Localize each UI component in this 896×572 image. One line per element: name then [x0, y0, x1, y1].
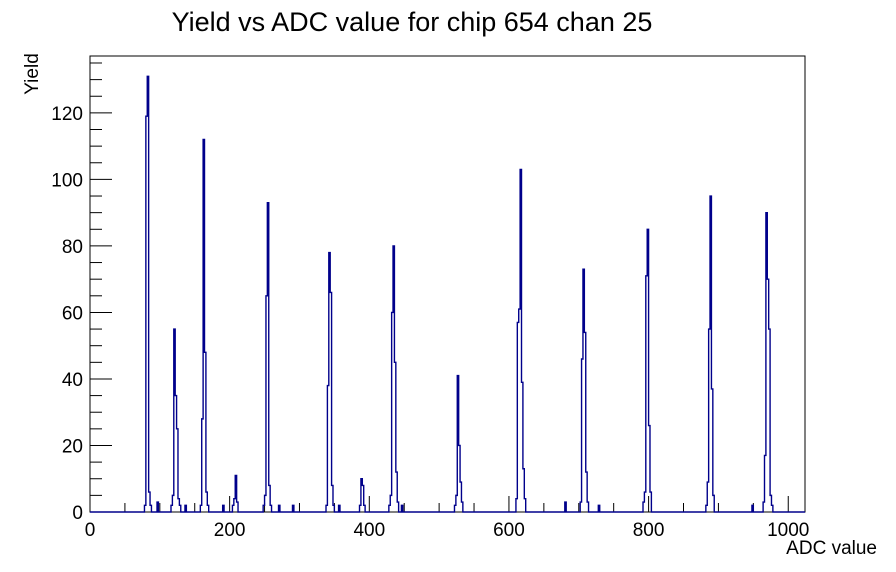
chart-title: Yield vs ADC value for chip 654 chan 25	[172, 7, 653, 37]
x-tick-label: 0	[85, 520, 96, 541]
x-axis-tick-labels: 0 200 400 600 800 1000	[85, 520, 810, 541]
y-axis-tick-labels: 0 20 40 60 80 100 120	[51, 104, 83, 524]
y-tick-label: 80	[62, 237, 83, 258]
x-tick-label: 1000	[767, 520, 809, 541]
x-tick-label: 200	[214, 520, 246, 541]
x-tick-label: 600	[493, 520, 525, 541]
y-tick-label: 0	[72, 503, 83, 524]
y-axis-ticks	[90, 62, 112, 513]
x-tick-label: 400	[353, 520, 385, 541]
x-axis-ticks	[89, 496, 789, 512]
y-tick-label: 20	[62, 436, 83, 457]
y-tick-label: 60	[62, 303, 83, 324]
y-tick-label: 40	[62, 370, 83, 391]
y-axis-title: Yield	[22, 53, 43, 95]
x-axis-title: ADC value	[786, 538, 877, 559]
y-tick-label: 120	[51, 104, 83, 125]
plot-frame	[89, 55, 806, 513]
y-tick-label: 100	[51, 170, 83, 191]
histogram-line	[90, 75, 805, 513]
x-tick-label: 800	[633, 520, 665, 541]
